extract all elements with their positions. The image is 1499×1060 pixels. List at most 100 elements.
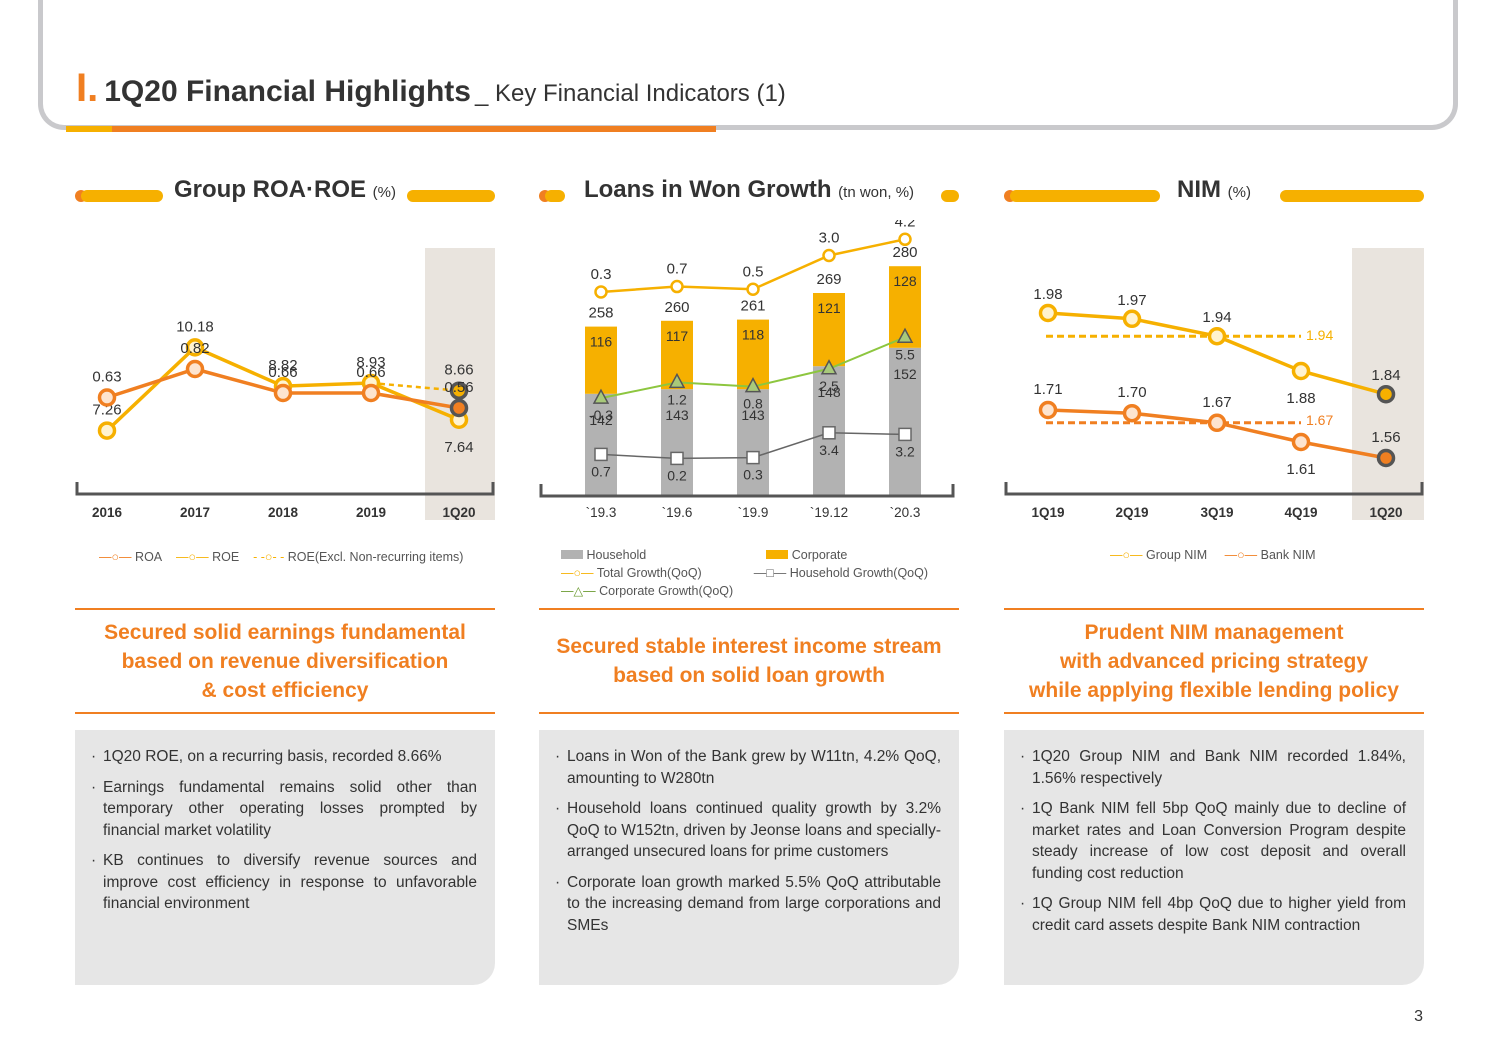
roa-point [361, 383, 381, 403]
roa-roe-chart: 7.26 10.18 8.82 8.93 7.64 8.66 0.63 0.82 0.66 0.6… [75, 248, 495, 520]
x-tick-label: `19.6 [662, 505, 693, 520]
panel-roa-roe: Group ROA·ROE (%) 7.26 10.18 8.82 8.93 7.64 8… [75, 170, 495, 990]
household-growth-point [822, 426, 836, 440]
corporate-growth-label: 0.8 [743, 396, 763, 412]
roe-excl-point [449, 381, 469, 400]
household-growth-label: 3.2 [895, 443, 915, 459]
bank-nim-point [1207, 413, 1227, 433]
corporate-growth-point [744, 377, 762, 393]
household-bar [585, 393, 617, 495]
notes-box: 1Q20 Group NIM and Bank NIM recorded 1.8… [1004, 730, 1424, 985]
bank-nim-reference-label: 1.67 [1306, 412, 1333, 428]
title-main: 1Q20 Financial Highlights [104, 75, 471, 108]
x-tick-label: `20.3 [890, 505, 921, 520]
title-subtitle: _ Key Financial Indicators (1) [474, 80, 786, 107]
group-nim-data-label: 1.98 [1033, 286, 1062, 303]
bank-nim-point [1376, 448, 1396, 468]
group-nim-point [1376, 384, 1396, 404]
household-growth-label: 0.3 [743, 467, 763, 483]
x-tick-label: 2019 [356, 505, 386, 520]
bank-nim-point [1122, 403, 1142, 423]
nim-chart: 1.94 1.67 1.98 1.97 1.94 1.88 1.84 1.71 1.70 1.67… [1004, 248, 1424, 520]
total-growth-point [670, 279, 684, 294]
x-tick-label: 1Q19 [1031, 505, 1064, 520]
corporate-growth-label: 1.2 [667, 391, 687, 407]
total-value-label: 269 [816, 271, 841, 288]
section-numeral: I. [76, 66, 99, 110]
roa-data-label: 0.82 [180, 340, 209, 357]
corporate-bar [813, 293, 845, 367]
bank-nim-point [1038, 400, 1058, 420]
household-growth-point [594, 447, 608, 462]
total-growth-point [822, 248, 836, 263]
total-value-label: 258 [588, 305, 613, 322]
group-nim-point [1038, 303, 1058, 323]
header-frame [38, 0, 1458, 130]
legend-roa: —○— ROA [99, 550, 163, 564]
note-item: 1Q Bank NIM fell 5bp QoQ mainly due to d… [1020, 798, 1406, 884]
roa-point [97, 388, 117, 407]
panel-header: NIM (%) [1004, 176, 1424, 220]
x-tick-label: 4Q19 [1284, 505, 1317, 520]
header-bar-right [941, 190, 959, 202]
legend-corporate: Corporate [766, 548, 847, 562]
legend-household: Household [561, 548, 646, 562]
roe-data-label: 8.82 [268, 357, 297, 374]
loans-chart: 142 116 258 143 117 260 143 118 261 148 121 269 152 1… [539, 220, 955, 520]
group-nim-data-label: 1.97 [1117, 292, 1146, 309]
header-bar-right [407, 190, 495, 202]
x-tick-label: 1Q20 [1369, 505, 1402, 520]
roe-data-label: 10.18 [176, 318, 214, 335]
bank-nim-point [1291, 432, 1311, 452]
legend-household-growth: —□— Household Growth(QoQ) [753, 566, 929, 580]
bank-nim-data-label: 1.70 [1117, 384, 1146, 401]
total-growth-label: 3.0 [819, 230, 840, 247]
corporate-value-label: 121 [817, 300, 841, 316]
note-item: 1Q20 Group NIM and Bank NIM recorded 1.8… [1020, 746, 1406, 789]
household-value-label: 142 [589, 412, 613, 428]
x-axis [1004, 482, 1424, 496]
total-value-label: 261 [740, 298, 765, 315]
bank-nim-data-label: 1.61 [1286, 461, 1315, 478]
notes-box: Loans in Won of the Bank grew by W11tn, … [539, 730, 959, 985]
total-growth-point [594, 285, 608, 299]
corporate-bar [585, 326, 617, 394]
bank-nim-data-label: 1.56 [1371, 429, 1400, 446]
corporate-growth-point [820, 359, 838, 375]
note-item: Loans in Won of the Bank grew by W11tn, … [555, 746, 941, 789]
group-nim-data-label: 1.94 [1202, 309, 1231, 326]
roe-data-label: 8.93 [356, 354, 385, 371]
chart-legend: —○— ROA —○— ROE - -○- - ROE(Excl. Non-re… [99, 550, 463, 564]
note-item: KB continues to diversify revenue source… [91, 850, 477, 915]
panel-tagline: Prudent NIM management with advanced pric… [1004, 608, 1424, 714]
header-bar-left [1010, 190, 1160, 202]
roa-point [449, 398, 469, 418]
note-item: Corporate loan growth marked 5.5% QoQ at… [555, 872, 941, 937]
legend-corporate-growth: —△— Corporate Growth(QoQ) [561, 584, 734, 598]
total-value-label: 260 [664, 299, 689, 316]
header-bar-right [1280, 190, 1424, 202]
panel-tagline: Secured solid earnings fundamental based … [75, 608, 495, 714]
corporate-value-label: 118 [742, 327, 765, 343]
header-accent-bar [66, 126, 716, 132]
bank-nim-data-label: 1.67 [1202, 394, 1231, 411]
x-tick-label: `19.12 [810, 505, 848, 520]
corporate-growth-point [592, 388, 610, 404]
header-accent-bar-start [66, 126, 112, 132]
roa-data-label: 0.63 [92, 369, 121, 386]
corporate-growth-label: 2.5 [819, 378, 839, 394]
household-growth-point [898, 427, 912, 442]
corporate-value-label: 128 [893, 273, 917, 289]
total-growth-label: 0.7 [667, 261, 688, 278]
legend-roe-excl: - -○- - ROE(Excl. Non-recurring items) [253, 550, 464, 564]
page-title: I. 1Q20 Financial Highlights _ Key Financi… [76, 66, 786, 111]
total-value-label: 280 [892, 244, 917, 261]
highlight-band [1352, 248, 1424, 520]
total-growth-point [898, 232, 912, 247]
x-axis [75, 482, 495, 496]
legend-total-growth: —○— Total Growth(QoQ) [561, 566, 702, 580]
panel-header: Group ROA·ROE (%) [75, 176, 495, 220]
roa-data-label: 0.56 [444, 379, 473, 396]
note-item: 1Q20 ROE, on a recurring basis, recorded… [91, 746, 477, 768]
roe-data-label: 7.64 [444, 439, 473, 456]
